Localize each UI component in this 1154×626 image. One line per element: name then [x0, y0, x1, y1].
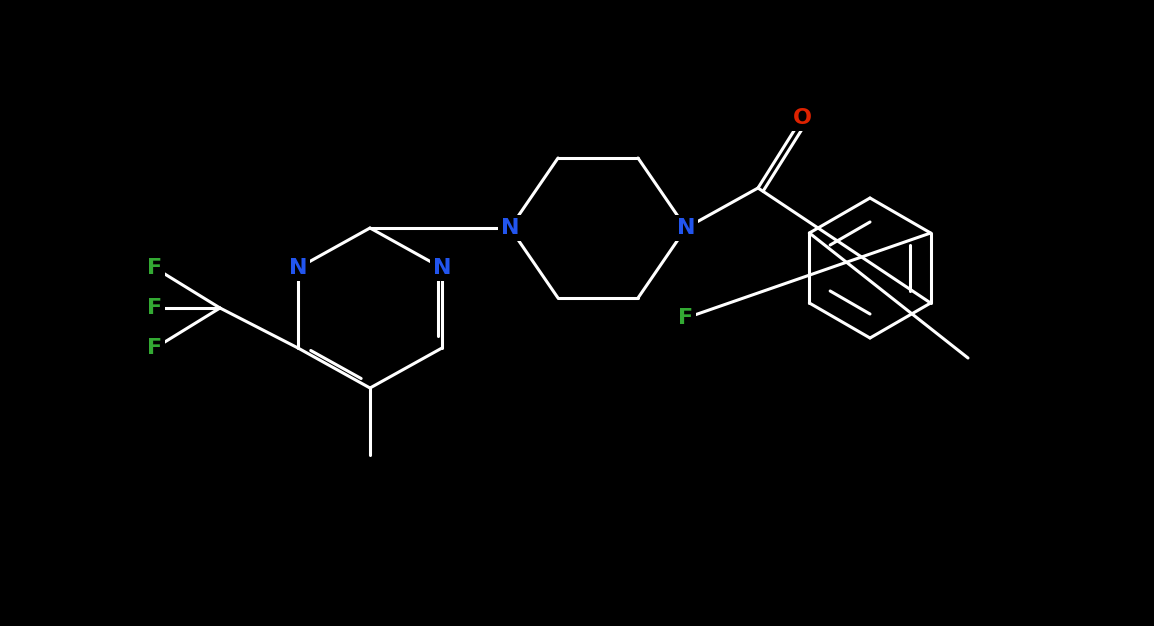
Text: F: F	[679, 308, 694, 328]
Text: N: N	[676, 218, 695, 238]
Text: N: N	[501, 218, 519, 238]
Text: F: F	[148, 258, 163, 278]
Text: N: N	[433, 258, 451, 278]
Text: F: F	[148, 338, 163, 358]
Text: F: F	[148, 298, 163, 318]
Text: O: O	[793, 108, 811, 128]
Text: N: N	[288, 258, 307, 278]
